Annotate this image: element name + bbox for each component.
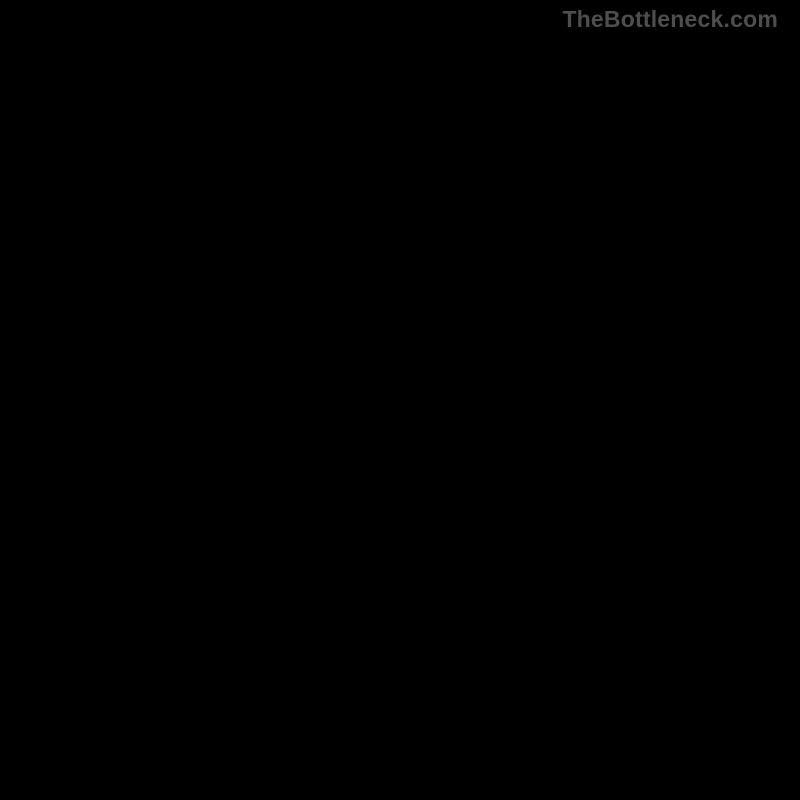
heatmap-canvas — [27, 30, 773, 776]
plot-area — [27, 30, 773, 776]
watermark-text: TheBottleneck.com — [562, 6, 778, 33]
bottleneck-chart: TheBottleneck.com — [0, 0, 800, 800]
